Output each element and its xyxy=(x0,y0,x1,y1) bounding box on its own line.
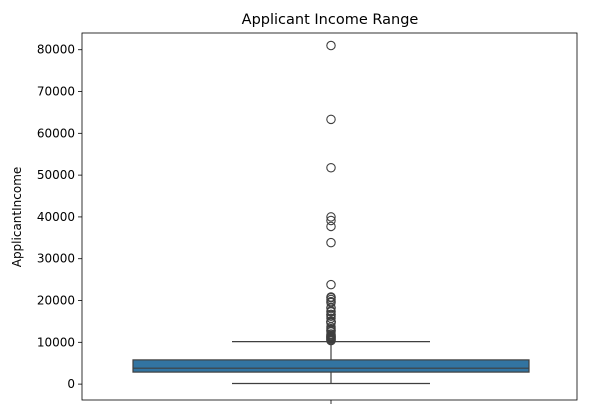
iqr-box xyxy=(132,359,530,373)
outlier-point xyxy=(326,307,336,317)
y-axis-ticks: 0 10000 20000 30000 40000 50000 60000 70000 8000… xyxy=(37,43,82,391)
outlier-point xyxy=(326,335,336,346)
chart-title: Applicant Income Range xyxy=(242,12,419,28)
outlier-point xyxy=(326,162,336,173)
y-tick-label: 40000 xyxy=(37,210,75,224)
outlier-point xyxy=(326,215,336,226)
y-tick-label: 30000 xyxy=(37,252,75,266)
outlier-point xyxy=(326,114,336,125)
y-tick-label: 80000 xyxy=(37,43,75,57)
y-tick-label: 0 xyxy=(67,377,75,391)
box-plot-series xyxy=(132,341,530,385)
y-tick-label: 60000 xyxy=(37,126,75,140)
y-tick-label: 10000 xyxy=(37,335,75,349)
outlier-points xyxy=(326,40,336,346)
plot-frame xyxy=(81,32,578,401)
y-tick-label: 20000 xyxy=(37,294,75,308)
outlier-point xyxy=(326,221,336,232)
y-axis-label: ApplicantIncome xyxy=(10,167,24,268)
outlier-point xyxy=(326,212,336,222)
outlier-point xyxy=(326,279,336,290)
y-tick-label: 50000 xyxy=(37,168,75,182)
y-tick-label: 70000 xyxy=(37,85,75,99)
outlier-point xyxy=(326,237,336,248)
outlier-point xyxy=(326,40,336,51)
